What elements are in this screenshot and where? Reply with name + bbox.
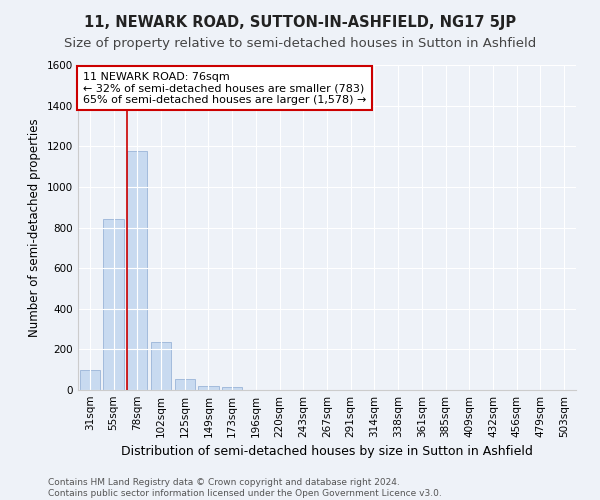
Bar [222,387,242,390]
Y-axis label: Number of semi-detached properties: Number of semi-detached properties [28,118,41,337]
Text: Size of property relative to semi-detached houses in Sutton in Ashfield: Size of property relative to semi-detach… [64,38,536,51]
Text: 11 NEWARK ROAD: 76sqm
← 32% of semi-detached houses are smaller (783)
65% of sem: 11 NEWARK ROAD: 76sqm ← 32% of semi-deta… [83,72,367,104]
Bar [175,380,195,390]
Text: Contains HM Land Registry data © Crown copyright and database right 2024.
Contai: Contains HM Land Registry data © Crown c… [48,478,442,498]
X-axis label: Distribution of semi-detached houses by size in Sutton in Ashfield: Distribution of semi-detached houses by … [121,446,533,458]
Bar [199,386,218,390]
Bar [127,152,148,390]
Bar [151,342,171,390]
Bar [103,220,124,390]
Bar [80,370,100,390]
Text: 11, NEWARK ROAD, SUTTON-IN-ASHFIELD, NG17 5JP: 11, NEWARK ROAD, SUTTON-IN-ASHFIELD, NG1… [84,15,516,30]
